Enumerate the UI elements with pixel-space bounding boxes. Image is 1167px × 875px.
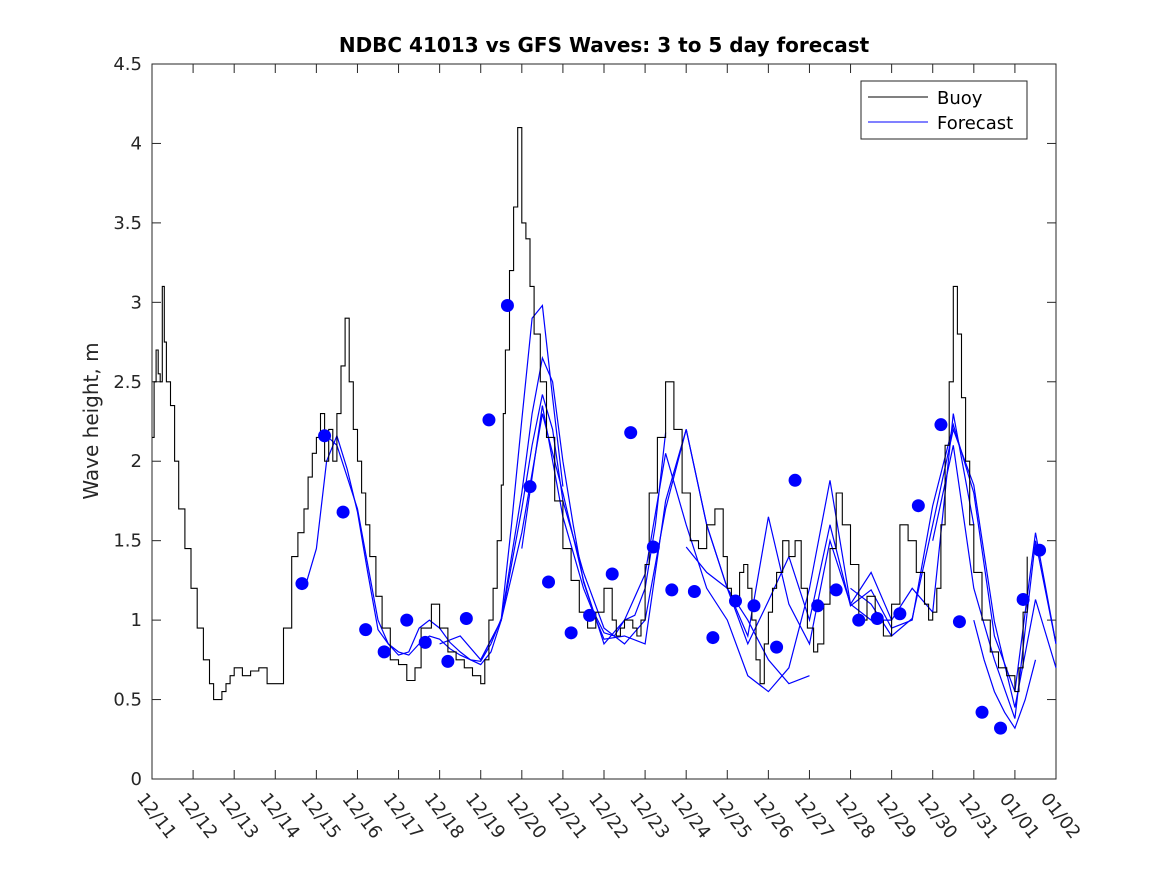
forecast-marker xyxy=(359,623,373,637)
forecast-marker xyxy=(400,613,414,627)
forecast-marker xyxy=(728,594,742,608)
x-tick-label: 12/30 xyxy=(913,789,961,843)
x-tick-label: 12/22 xyxy=(584,789,632,843)
forecast-marker xyxy=(706,631,720,645)
forecast-marker xyxy=(852,613,866,627)
forecast-marker xyxy=(441,654,455,668)
y-tick-label: 0 xyxy=(131,769,142,790)
x-tick-label: 12/14 xyxy=(255,789,303,843)
forecast-marker xyxy=(295,577,309,591)
forecast-line-9 xyxy=(973,619,1037,730)
x-tick-label: 12/20 xyxy=(502,789,550,843)
x-tick-label: 01/02 xyxy=(1036,789,1084,843)
x-tick-label: 12/25 xyxy=(707,789,755,843)
y-axis-label: Wave height, m xyxy=(79,342,103,499)
y-tick-label: 2 xyxy=(131,451,142,472)
forecast-marker xyxy=(665,583,679,597)
x-tick-label: 12/24 xyxy=(666,789,714,843)
x-tick-label: 12/16 xyxy=(338,789,386,843)
forecast-marker xyxy=(605,567,619,581)
x-tick-label: 12/29 xyxy=(872,789,920,843)
series-group xyxy=(152,127,1057,730)
forecast-marker xyxy=(975,705,989,719)
forecast-marker xyxy=(911,499,925,513)
forecast-marker xyxy=(377,645,391,659)
forecast-marker xyxy=(459,612,473,626)
x-tick-label: 12/23 xyxy=(625,789,673,843)
forecast-marker xyxy=(418,635,432,649)
forecast-marker xyxy=(523,480,537,494)
forecast-line-1 xyxy=(305,304,564,663)
forecast-marker xyxy=(870,612,884,626)
forecast-marker xyxy=(893,607,907,621)
y-tick-label: 0.5 xyxy=(113,690,142,711)
y-tick-label: 3 xyxy=(131,292,142,313)
x-tick-label: 12/17 xyxy=(379,789,427,843)
forecast-line-8 xyxy=(932,445,1057,719)
forecast-marker xyxy=(687,585,701,599)
forecast-marker xyxy=(788,473,802,487)
forecast-line-7 xyxy=(850,427,1057,708)
forecast-marker xyxy=(811,599,825,613)
y-tick-label: 4.5 xyxy=(113,54,142,75)
forecast-marker xyxy=(500,299,514,313)
plot-frame xyxy=(151,63,1057,780)
legend-forecast-label: Forecast xyxy=(937,113,1013,134)
y-tick-label: 3.5 xyxy=(113,213,142,234)
forecast-marker xyxy=(482,413,496,427)
forecast-marker xyxy=(583,608,597,622)
forecast-line-2 xyxy=(326,355,667,666)
forecast-marker xyxy=(646,540,660,554)
forecast-marker xyxy=(1033,543,1047,557)
forecast-marker xyxy=(994,721,1008,735)
markers-group xyxy=(295,299,1047,735)
forecast-marker xyxy=(336,505,350,519)
x-tick-label: 12/28 xyxy=(831,789,879,843)
x-tick-label: 12/21 xyxy=(543,789,591,843)
y-tick-label: 1.5 xyxy=(113,531,142,552)
forecast-marker xyxy=(1016,592,1030,606)
plot-area: 00.511.522.533.544.5 12/1112/1212/1312/1… xyxy=(113,54,1084,843)
x-tick-label: 12/13 xyxy=(214,789,262,843)
forecast-line-6 xyxy=(685,422,1057,692)
forecast-marker xyxy=(624,426,638,440)
forecast-line-3 xyxy=(439,394,810,685)
forecast-marker xyxy=(952,615,966,629)
legend: Buoy Forecast xyxy=(860,80,1028,140)
y-tick-label: 4 xyxy=(131,133,142,154)
forecast-marker xyxy=(934,418,948,432)
legend-box xyxy=(860,80,1028,140)
x-tick-label: 01/01 xyxy=(995,789,1043,843)
y-tick-label: 1 xyxy=(131,610,142,631)
y-tick-label: 2.5 xyxy=(113,372,142,393)
x-tick-label: 12/27 xyxy=(790,789,838,843)
x-tick-label: 12/15 xyxy=(296,789,344,843)
x-tick-label: 12/11 xyxy=(132,789,180,843)
forecast-marker xyxy=(829,583,843,597)
forecast-marker xyxy=(747,599,761,613)
x-tick-label: 12/18 xyxy=(420,789,468,843)
x-tick-label: 12/26 xyxy=(748,789,796,843)
y-axis: 0 0.5 1 1.5 2 2.5 3 3.5 4 4.5 xyxy=(113,54,1056,790)
forecast-marker xyxy=(564,626,578,640)
legend-buoy-label: Buoy xyxy=(937,88,983,109)
chart-title: NDBC 41013 vs GFS Waves: 3 to 5 day fore… xyxy=(339,33,870,57)
x-tick-label: 12/31 xyxy=(954,789,1002,843)
forecast-marker xyxy=(542,575,556,589)
forecast-marker xyxy=(318,429,332,443)
x-tick-label: 12/12 xyxy=(173,789,221,843)
forecast-marker xyxy=(770,640,784,654)
x-tick-label: 12/19 xyxy=(461,789,509,843)
